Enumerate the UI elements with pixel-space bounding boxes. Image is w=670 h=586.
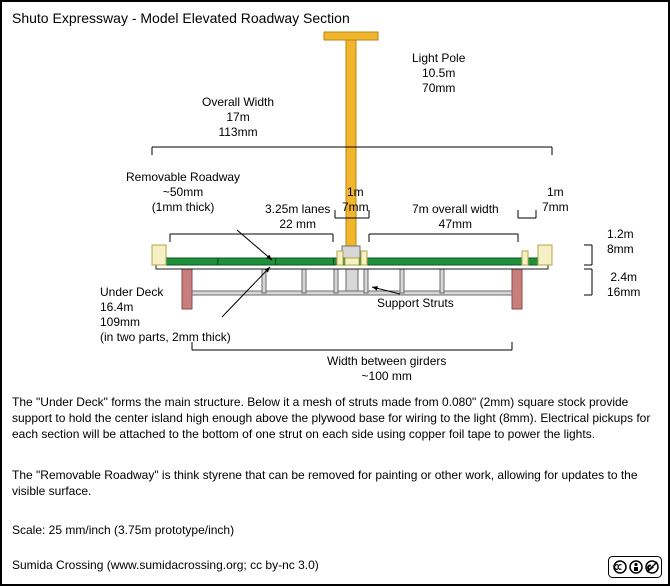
label-1m-b: 1m 7mm — [542, 185, 569, 215]
label-under-deck: Under Deck 16.4m 109mm (in two parts, 2m… — [100, 285, 231, 345]
label-lanes: 3.25m lanes 22 mm — [265, 202, 330, 232]
paragraph-1: The "Under Deck" forms the main structur… — [12, 394, 652, 443]
paragraph-2: The "Removable Roadway" is think styrene… — [12, 467, 652, 499]
scale-note: Scale: 25 mm/inch (3.75m prototype/inch) — [12, 522, 652, 538]
diagram-frame: Shuto Expressway - Model Elevated Roadwa… — [0, 0, 670, 586]
credit-line: Sumida Crossing (www.sumidacrossing.org;… — [12, 557, 652, 573]
label-1m-a: 1m 7mm — [342, 185, 369, 215]
label-overall-width: Overall Width 17m 113mm — [202, 95, 274, 140]
cc-badge-icon — [608, 556, 662, 578]
label-h-strut: 2.4m 16mm — [607, 270, 640, 300]
label-h-barrier: 1.2m 8mm — [607, 227, 634, 257]
label-girder-width: Width between girders ~100 mm — [327, 354, 446, 384]
label-light-pole: Light Pole 10.5m 70mm — [412, 51, 465, 96]
label-support-struts: Support Struts — [377, 296, 454, 311]
label-removable-roadway: Removable Roadway ~50mm (1mm thick) — [126, 170, 240, 215]
label-right-overall: 7m overall width 47mm — [412, 202, 499, 232]
